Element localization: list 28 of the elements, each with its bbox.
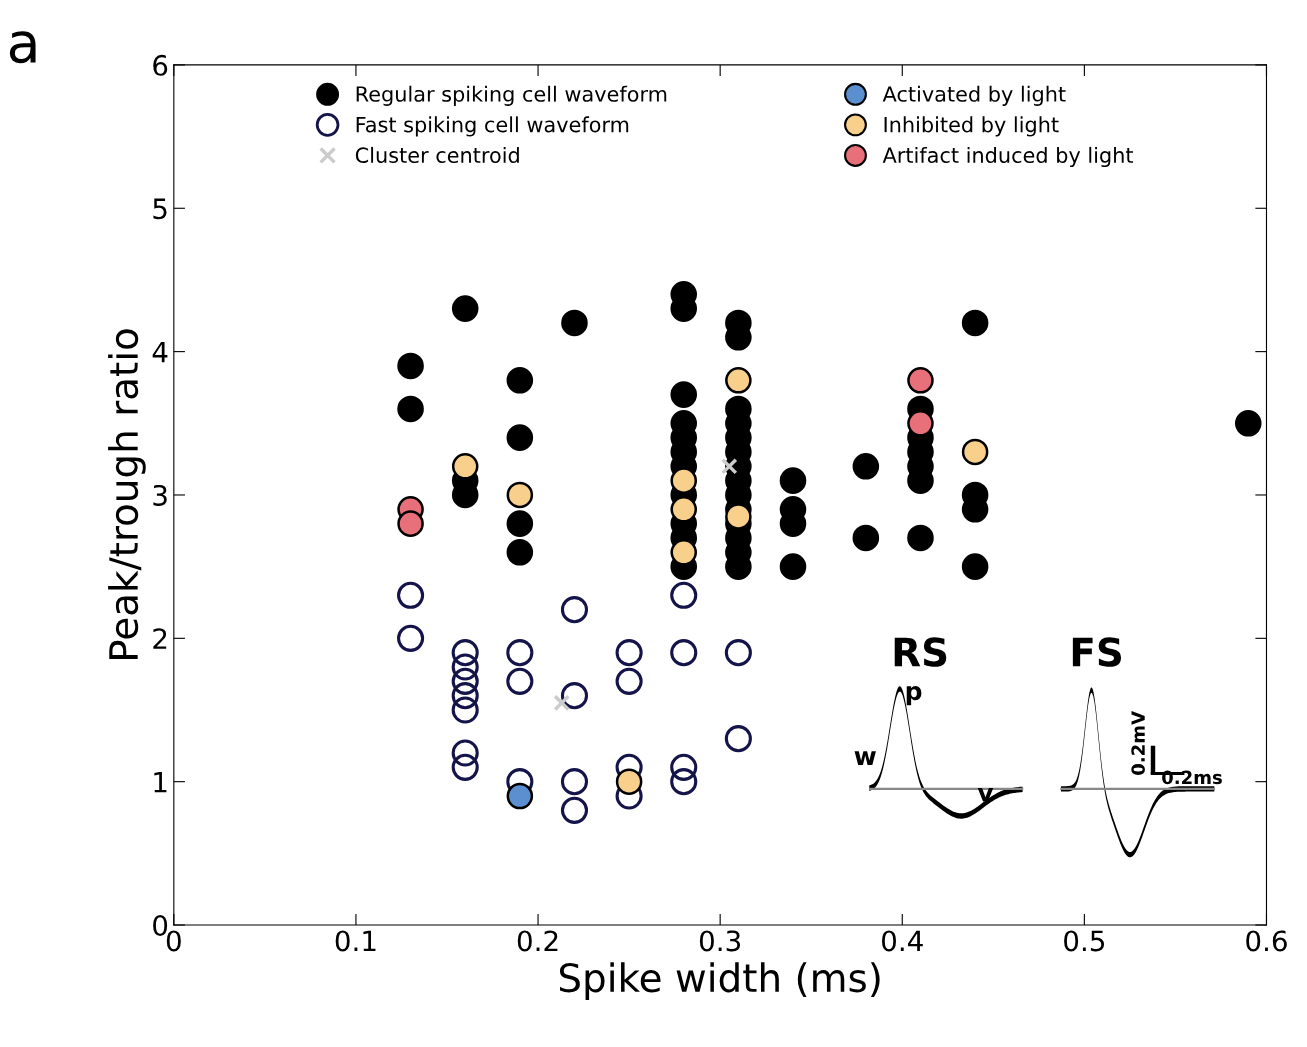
x-tick-label: 0.2 — [517, 930, 558, 952]
y-tick-label: 0 — [153, 914, 168, 936]
annotation: 0.2mV — [1131, 711, 1145, 775]
annotation: FS — [1072, 637, 1122, 667]
legend-label: Artifact induced by light — [882, 146, 1134, 168]
y-tick-label: 1 — [154, 771, 167, 793]
legend-label: Inhibited by light — [884, 116, 1059, 137]
annotation: RS — [894, 637, 947, 667]
y-axis-title: Peak/trough ratio — [108, 329, 146, 659]
y-tick-label: 6 — [153, 54, 168, 76]
x-tick-label: 0.3 — [699, 930, 741, 952]
annotation: p — [906, 686, 922, 706]
x-tick-label: 0.6 — [1246, 930, 1287, 952]
legend-label: Fast spiking cell waveform — [356, 116, 629, 137]
legend-label: Regular spiking cell waveform — [356, 85, 667, 106]
legend-label: Cluster centroid — [355, 146, 519, 164]
text: a — [9, 31, 36, 64]
y-tick-label: 4 — [152, 341, 168, 363]
legend-label: Activated by light — [882, 85, 1066, 106]
x-axis-title: Spike width (ms) — [559, 962, 880, 1000]
x-tick-label: 0.5 — [1064, 930, 1105, 952]
annotation: w — [854, 751, 876, 765]
x-tick-label: 0.4 — [882, 930, 923, 952]
y-tick-label: 2 — [153, 628, 167, 649]
x-tick-label: 0.1 — [335, 930, 376, 952]
annotation: v — [977, 787, 994, 802]
y-tick-label: 5 — [153, 198, 167, 220]
y-tick-label: 3 — [153, 484, 167, 506]
